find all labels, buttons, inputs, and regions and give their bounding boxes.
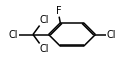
Text: Cl: Cl (40, 44, 49, 54)
Text: Cl: Cl (107, 30, 116, 39)
Text: Cl: Cl (40, 15, 49, 25)
Text: Cl: Cl (9, 30, 18, 39)
Text: F: F (56, 6, 62, 16)
